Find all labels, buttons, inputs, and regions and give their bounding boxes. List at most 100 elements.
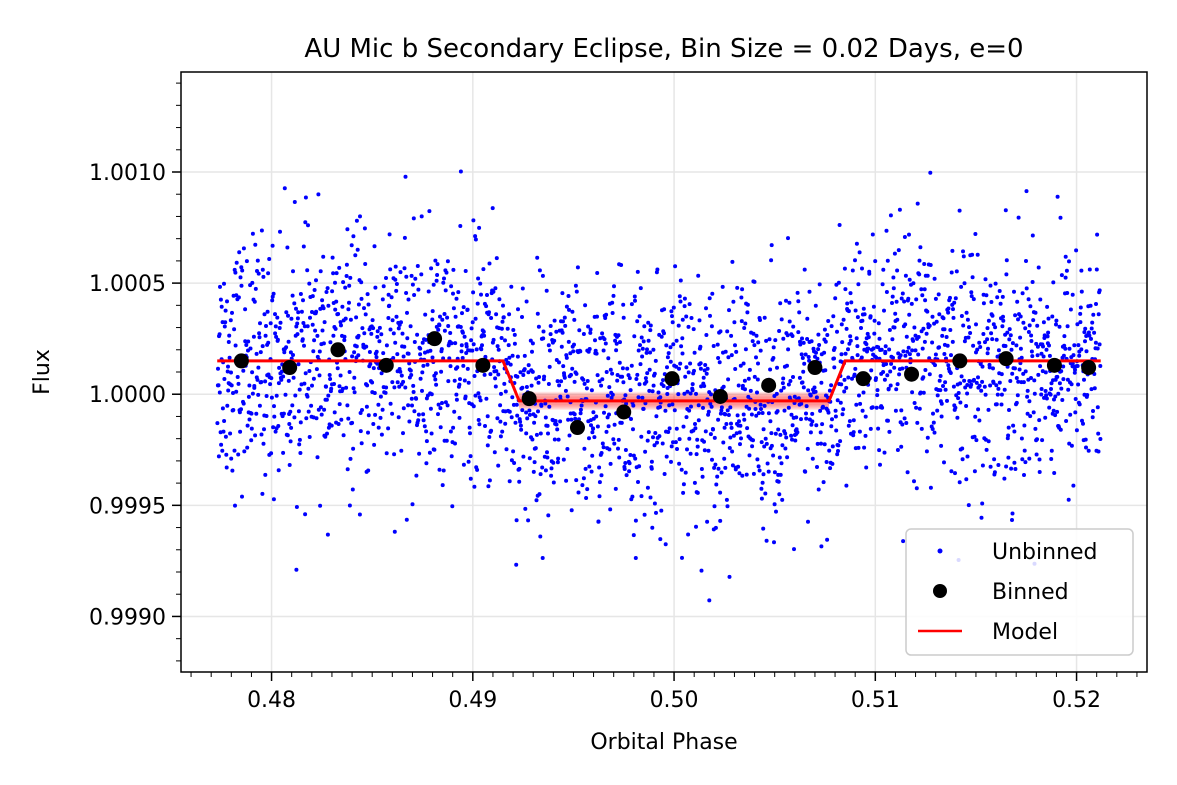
- unbinned-point: [846, 423, 851, 428]
- unbinned-point: [769, 431, 774, 436]
- unbinned-point: [347, 370, 352, 374]
- unbinned-point: [988, 283, 993, 288]
- unbinned-point: [591, 426, 596, 431]
- unbinned-point: [979, 515, 984, 520]
- unbinned-point: [917, 258, 922, 263]
- unbinned-point: [426, 289, 431, 294]
- unbinned-point: [696, 403, 701, 408]
- unbinned-point: [652, 443, 657, 448]
- unbinned-point: [756, 340, 761, 345]
- unbinned-point: [999, 392, 1004, 397]
- unbinned-point: [799, 417, 803, 422]
- unbinned-point: [1068, 307, 1073, 312]
- unbinned-point: [546, 431, 550, 436]
- unbinned-point: [887, 328, 892, 332]
- unbinned-point: [451, 425, 456, 430]
- unbinned-point: [354, 344, 359, 349]
- unbinned-point: [421, 418, 426, 423]
- unbinned-point: [445, 259, 450, 264]
- unbinned-point: [735, 413, 740, 418]
- unbinned-point: [270, 243, 275, 248]
- unbinned-point: [665, 365, 669, 370]
- unbinned-point: [483, 354, 488, 359]
- unbinned-point: [492, 365, 497, 370]
- unbinned-point: [536, 324, 541, 329]
- unbinned-point: [874, 405, 879, 410]
- unbinned-point: [1003, 344, 1008, 348]
- unbinned-point: [752, 279, 757, 284]
- unbinned-point: [259, 380, 264, 384]
- unbinned-point: [966, 335, 971, 340]
- unbinned-point: [1044, 393, 1049, 398]
- unbinned-point: [660, 441, 665, 446]
- unbinned-point: [498, 419, 503, 424]
- unbinned-point: [815, 441, 820, 446]
- unbinned-point: [484, 396, 489, 401]
- unbinned-point: [699, 467, 704, 471]
- unbinned-point: [901, 539, 906, 544]
- unbinned-point: [1007, 327, 1012, 332]
- unbinned-point: [1030, 280, 1035, 284]
- unbinned-point: [496, 463, 501, 468]
- unbinned-point: [610, 311, 615, 315]
- unbinned-point: [639, 494, 644, 499]
- unbinned-point: [297, 387, 302, 392]
- unbinned-point: [546, 343, 551, 348]
- unbinned-point: [755, 390, 759, 395]
- unbinned-point: [243, 339, 248, 344]
- unbinned-point: [830, 461, 835, 466]
- unbinned-point: [480, 343, 484, 348]
- unbinned-point: [964, 310, 969, 315]
- unbinned-point: [977, 383, 982, 388]
- unbinned-point: [330, 255, 335, 260]
- unbinned-point: [745, 426, 750, 431]
- unbinned-point: [1063, 254, 1068, 259]
- unbinned-point: [1021, 380, 1026, 385]
- unbinned-point: [1043, 370, 1048, 375]
- unbinned-point: [803, 469, 808, 474]
- unbinned-point: [463, 269, 468, 273]
- unbinned-point: [756, 464, 761, 469]
- unbinned-point: [423, 337, 428, 342]
- unbinned-point: [836, 280, 841, 285]
- unbinned-point: [290, 403, 295, 408]
- unbinned-point: [802, 267, 807, 272]
- unbinned-point: [257, 331, 262, 336]
- unbinned-point: [240, 494, 244, 499]
- unbinned-point: [754, 355, 758, 360]
- unbinned-point: [473, 393, 478, 398]
- unbinned-point: [712, 504, 717, 509]
- unbinned-point: [596, 519, 601, 524]
- unbinned-point: [1044, 347, 1049, 352]
- unbinned-point: [273, 324, 278, 329]
- unbinned-point: [333, 280, 337, 285]
- unbinned-point: [882, 308, 886, 313]
- unbinned-point: [459, 349, 464, 354]
- unbinned-point: [500, 319, 505, 324]
- unbinned-point: [1065, 324, 1070, 329]
- unbinned-point: [334, 299, 339, 304]
- unbinned-point: [227, 355, 232, 360]
- unbinned-point: [764, 338, 769, 343]
- unbinned-point: [507, 355, 512, 360]
- unbinned-point: [321, 306, 326, 311]
- unbinned-point: [562, 375, 567, 380]
- unbinned-point: [477, 225, 482, 230]
- unbinned-point: [920, 293, 925, 298]
- unbinned-point: [358, 429, 363, 434]
- unbinned-point: [803, 352, 808, 357]
- unbinned-point: [609, 395, 614, 400]
- unbinned-point: [576, 490, 581, 495]
- unbinned-point: [707, 598, 712, 603]
- unbinned-point: [702, 384, 707, 388]
- unbinned-point: [916, 352, 921, 357]
- unbinned-point: [284, 310, 289, 315]
- unbinned-point: [662, 331, 666, 336]
- unbinned-point: [1035, 323, 1040, 328]
- unbinned-point: [645, 438, 650, 443]
- unbinned-point: [404, 517, 409, 522]
- unbinned-point: [874, 355, 879, 360]
- unbinned-point: [714, 482, 719, 487]
- unbinned-point: [749, 412, 754, 417]
- unbinned-point: [386, 426, 391, 431]
